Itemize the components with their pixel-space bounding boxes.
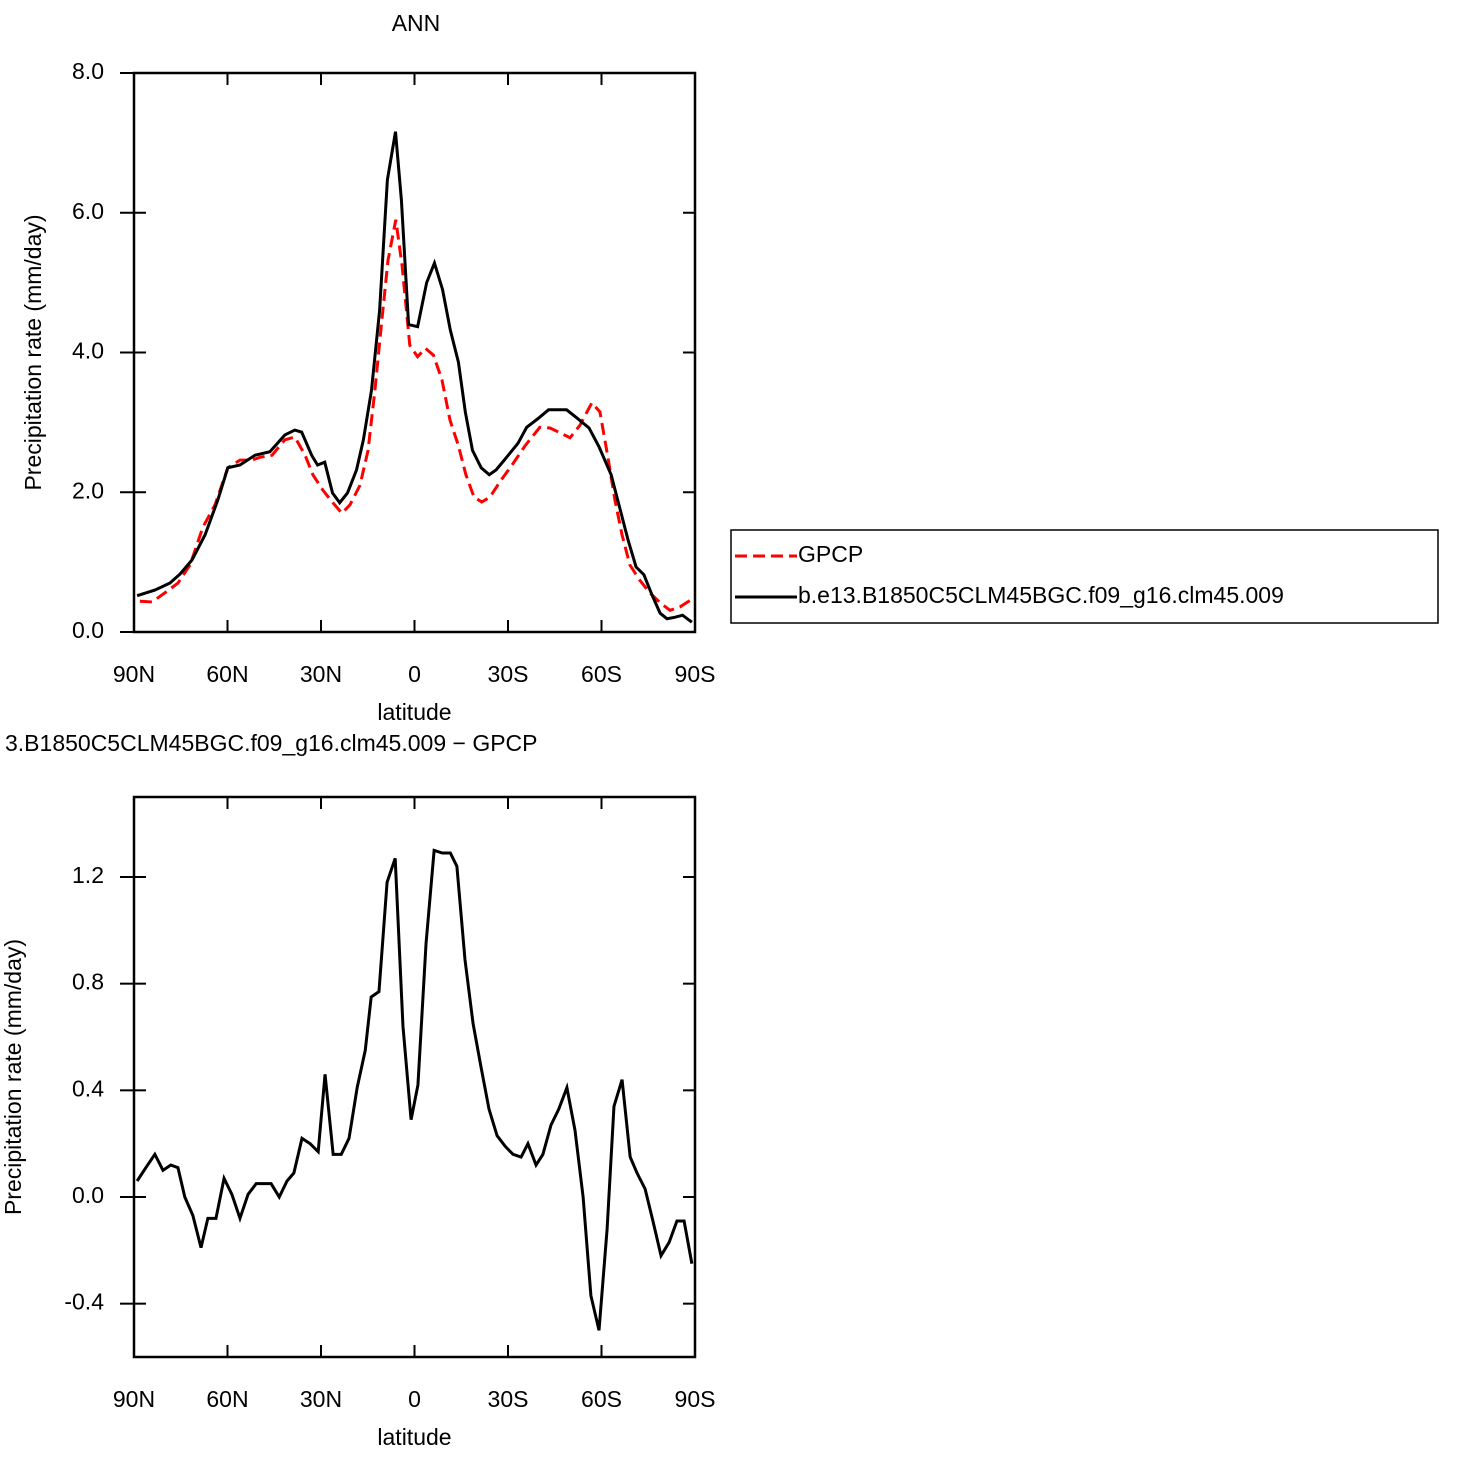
y-tick-label: -0.4: [64, 1289, 104, 1315]
y-axis-label: Precipitation rate (mm/day): [0, 939, 26, 1215]
chart-panel: 3.B1850C5CLM45BGC.f09_g16.clm45.009 − GP…: [0, 730, 715, 1450]
y-tick-label: 0.0: [72, 617, 104, 643]
y-tick-label: 0.8: [72, 969, 104, 995]
x-axis-label: latitude: [377, 1424, 451, 1450]
x-tick-label: 60S: [581, 661, 622, 687]
legend: GPCP b.e13.B1850C5CLM45BGC.f09_g16.clm45.…: [730, 529, 1439, 624]
x-axis-label: latitude: [377, 699, 451, 725]
chart-title: ANN: [392, 10, 441, 36]
y-tick-label: 6.0: [72, 198, 104, 224]
y-tick-label: 0.0: [72, 1182, 104, 1208]
x-tick-label: 90N: [113, 1386, 155, 1412]
x-tick-label: 60N: [206, 1386, 248, 1412]
x-tick-label: 30S: [488, 661, 529, 687]
x-tick-label: 30N: [300, 1386, 342, 1412]
y-tick-label: 1.2: [72, 862, 104, 888]
x-tick-label: 30S: [488, 1386, 529, 1412]
data-line: [139, 219, 693, 613]
plot-frame: [132, 71, 697, 634]
x-tick-label: 60S: [581, 1386, 622, 1412]
x-tick-label: 90S: [675, 1386, 716, 1412]
data-line: [135, 848, 694, 1331]
chart-panel: ANN latitude Precipitation rate (mm/day) 90…: [20, 10, 1439, 725]
legend-label: GPCP: [798, 541, 863, 567]
x-tick-label: 90N: [113, 661, 155, 687]
chart-title: 3.B1850C5CLM45BGC.f09_g16.clm45.009 − GP…: [5, 730, 538, 756]
x-tick-label: 0: [408, 1386, 421, 1412]
y-tick-label: 4.0: [72, 338, 104, 364]
x-tick-label: 0: [408, 661, 421, 687]
y-tick-label: 2.0: [72, 477, 104, 503]
x-tick-label: 60N: [206, 661, 248, 687]
x-tick-label: 90S: [675, 661, 716, 687]
data-line: [136, 131, 693, 624]
legend-box: [730, 529, 1439, 624]
y-tick-label: 8.0: [72, 58, 104, 84]
x-tick-label: 30N: [300, 661, 342, 687]
legend-label: b.e13.B1850C5CLM45BGC.f09_g16.clm45.009: [798, 582, 1284, 608]
y-axis-label: Precipitation rate (mm/day): [20, 214, 46, 490]
y-tick-label: 0.4: [72, 1075, 104, 1101]
plot-frame: [132, 795, 697, 1359]
